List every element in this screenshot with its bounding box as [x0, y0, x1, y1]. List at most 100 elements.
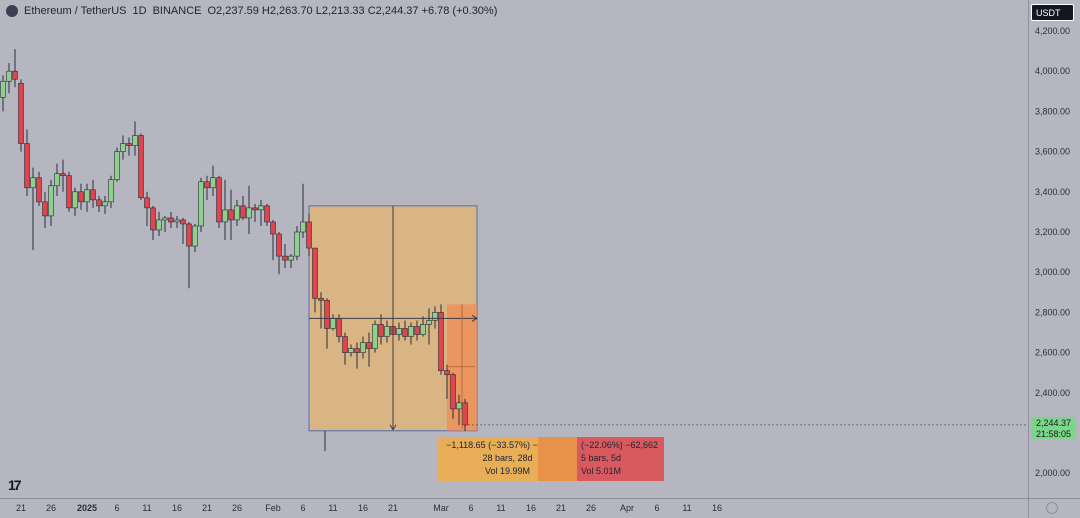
candle[interactable]: [0, 75, 6, 112]
candle[interactable]: [72, 187, 78, 216]
candle-body: [294, 231, 300, 257]
candle[interactable]: [216, 175, 222, 228]
candle[interactable]: [450, 372, 456, 419]
candle[interactable]: [156, 211, 162, 237]
candle[interactable]: [300, 183, 306, 239]
candle[interactable]: [78, 183, 84, 210]
candle[interactable]: [426, 308, 432, 345]
candle-body: [270, 221, 276, 235]
candle[interactable]: [168, 211, 174, 228]
candle[interactable]: [258, 199, 264, 226]
candle[interactable]: [396, 322, 402, 341]
candle[interactable]: [282, 244, 288, 269]
candle[interactable]: [360, 336, 366, 359]
candle[interactable]: [114, 147, 120, 182]
candle[interactable]: [252, 203, 258, 222]
time-tick-label: 21: [16, 503, 26, 513]
candle[interactable]: [12, 49, 18, 88]
candle[interactable]: [264, 203, 270, 226]
candle[interactable]: [42, 191, 48, 228]
time-tick-label: 2025: [77, 503, 97, 513]
candle[interactable]: [288, 254, 294, 269]
currency-button[interactable]: USDT: [1031, 4, 1074, 21]
candle-body: [342, 336, 348, 353]
candle[interactable]: [96, 195, 102, 212]
candle[interactable]: [378, 314, 384, 345]
candle[interactable]: [174, 215, 180, 228]
candle-body: [282, 255, 288, 261]
candle-body: [156, 219, 162, 231]
settings-icon[interactable]: [1046, 502, 1058, 514]
candle[interactable]: [144, 191, 150, 226]
measure-left-volume: Vol 19.99M: [484, 466, 531, 476]
candle[interactable]: [438, 304, 444, 375]
candle[interactable]: [354, 342, 360, 369]
candle[interactable]: [342, 332, 348, 365]
measure-left-change: −1,118.65 (−33.57%) −111,865: [446, 440, 569, 450]
candle[interactable]: [198, 177, 204, 232]
candle[interactable]: [432, 306, 438, 329]
candle[interactable]: [384, 320, 390, 343]
candle[interactable]: [54, 163, 60, 196]
candle[interactable]: [306, 213, 312, 257]
candle[interactable]: [444, 364, 450, 399]
candle-body: [60, 173, 66, 177]
tradingview-logo-icon[interactable]: 17: [8, 477, 22, 493]
time-tick-label: 16: [358, 503, 368, 513]
candle[interactable]: [162, 215, 168, 232]
interval-label[interactable]: 1D: [132, 5, 147, 17]
candle[interactable]: [36, 171, 42, 206]
time-tick-label: 16: [526, 503, 536, 513]
symbol-name[interactable]: Ethereum / TetherUS: [24, 5, 127, 17]
candle[interactable]: [204, 175, 210, 200]
candle[interactable]: [372, 320, 378, 353]
candle[interactable]: [120, 135, 126, 160]
candle[interactable]: [102, 195, 108, 214]
candle[interactable]: [240, 195, 246, 220]
candle[interactable]: [18, 79, 24, 152]
candle[interactable]: [60, 159, 66, 192]
candle[interactable]: [24, 129, 30, 196]
candle-body: [420, 324, 426, 335]
candle[interactable]: [192, 223, 198, 253]
candle[interactable]: [150, 205, 156, 241]
candle[interactable]: [90, 179, 96, 208]
candle[interactable]: [414, 320, 420, 341]
candle[interactable]: [408, 322, 414, 345]
candle[interactable]: [366, 332, 372, 367]
candle[interactable]: [138, 133, 144, 200]
candle[interactable]: [30, 167, 36, 251]
candle[interactable]: [108, 175, 114, 208]
candle[interactable]: [66, 171, 72, 212]
candle-body: [348, 348, 354, 353]
candle[interactable]: [228, 189, 234, 241]
candle[interactable]: [222, 179, 228, 241]
candle[interactable]: [318, 292, 324, 329]
candle[interactable]: [348, 344, 354, 357]
candle[interactable]: [246, 185, 252, 235]
time-tick-label: 11: [328, 503, 337, 513]
candle[interactable]: [270, 219, 276, 261]
ethereum-logo-icon: [6, 5, 18, 17]
candle[interactable]: [6, 63, 12, 94]
candle[interactable]: [48, 179, 54, 226]
candle-body: [180, 219, 186, 225]
candle[interactable]: [324, 298, 330, 349]
candle[interactable]: [84, 183, 90, 212]
candle[interactable]: [420, 316, 426, 337]
candle[interactable]: [132, 121, 138, 156]
candle[interactable]: [186, 221, 192, 289]
price-tick-label: 2,800.00: [1035, 307, 1070, 317]
candle[interactable]: [126, 137, 132, 156]
candle-body: [132, 135, 138, 146]
candle-body: [78, 191, 84, 203]
candle[interactable]: [312, 247, 318, 313]
candle[interactable]: [294, 225, 300, 261]
candle[interactable]: [180, 217, 186, 245]
candle[interactable]: [402, 320, 408, 341]
plot-area[interactable]: [0, 0, 1028, 498]
candle[interactable]: [276, 232, 282, 275]
candle[interactable]: [210, 165, 216, 196]
candle[interactable]: [234, 199, 240, 226]
